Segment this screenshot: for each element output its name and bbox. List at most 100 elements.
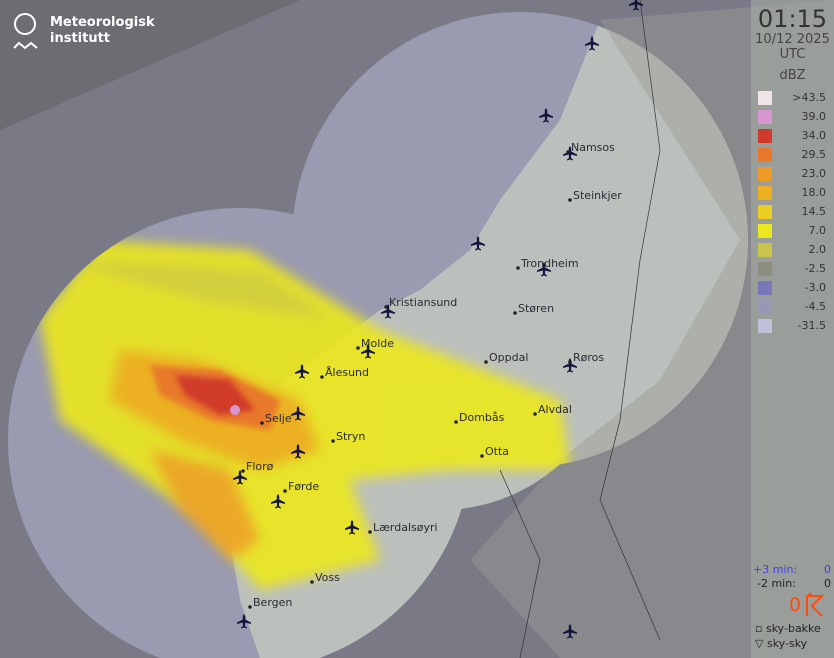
time: 01:15 — [757, 5, 828, 33]
city-label: Selje — [265, 412, 292, 425]
legend-label: -31.5 — [797, 319, 826, 332]
lightning-count: 0 — [789, 594, 802, 616]
sky-sky-label: sky-sky — [766, 637, 808, 650]
city-label: Otta — [485, 445, 509, 458]
land-outside — [470, 0, 834, 658]
legend-swatch — [758, 109, 772, 124]
city-marker — [320, 375, 324, 379]
legend-swatch — [758, 242, 772, 257]
city-marker — [356, 346, 360, 350]
plus-label: +3 min: — [753, 563, 798, 576]
legend-swatch — [758, 204, 772, 219]
date: 10/12 2025 — [755, 32, 830, 47]
legend-row: -3.0 — [751, 278, 834, 297]
city-label: Støren — [518, 302, 554, 315]
legend-row: 7.0 — [751, 221, 834, 240]
city-marker — [260, 421, 264, 425]
city-label: Alvdal — [538, 403, 572, 416]
legend-label: -2.5 — [804, 262, 826, 275]
timezone: UTC — [779, 47, 806, 62]
city-label: Namsos — [571, 141, 615, 154]
legend-swatch — [758, 166, 772, 181]
lightning-icon — [806, 593, 825, 617]
legend-label: 2.0 — [808, 243, 827, 256]
unit-label: dBZ — [779, 68, 806, 83]
legend-label: >43.5 — [792, 91, 826, 104]
legend-row: 2.0 — [751, 240, 834, 259]
city-label: Dombås — [459, 411, 505, 424]
city-label: Oppdal — [489, 351, 528, 364]
legend-row: 29.5 — [751, 145, 834, 164]
legend-swatch — [758, 185, 772, 200]
minus-2-min: -2 min: 0 — [751, 577, 831, 590]
precipitation-echoes — [40, 240, 570, 590]
square-icon: ▫ — [755, 622, 763, 635]
legend-label: -4.5 — [804, 300, 826, 313]
city-label: Ålesund — [325, 366, 369, 379]
legend-row: 23.0 — [751, 164, 834, 183]
dbz-legend: >43.5 39.0 34.0 29.5 23.0 18.0 14.5 7.0 2.0 -2.5 -… — [751, 88, 834, 335]
sky-sky-legend: ▽ sky-sky — [755, 637, 807, 650]
legend-label: 29.5 — [801, 148, 827, 161]
plus-value: 0 — [824, 563, 831, 576]
logo-text: Meteorologisk institutt — [50, 15, 155, 46]
legend-label: 34.0 — [801, 129, 827, 142]
city-marker — [513, 311, 517, 315]
city-marker — [331, 439, 335, 443]
legend-label: 39.0 — [801, 110, 827, 123]
legend-swatch — [758, 128, 772, 143]
city-label: Trondheim — [520, 257, 579, 270]
city-marker — [310, 580, 314, 584]
legend-swatch — [758, 280, 772, 295]
legend-swatch — [758, 261, 772, 276]
city-label: Kristiansund — [389, 296, 457, 309]
legend-row: -2.5 — [751, 259, 834, 278]
city-label: Stryn — [336, 430, 365, 443]
city-marker — [568, 198, 572, 202]
city-marker — [484, 360, 488, 364]
city-marker — [368, 530, 372, 534]
city-marker — [480, 454, 484, 458]
city-label: Bergen — [253, 596, 292, 609]
legend-label: 18.0 — [801, 186, 827, 199]
sky-bakke-legend: ▫ sky-bakke — [755, 622, 821, 635]
legend-swatch — [758, 299, 772, 314]
legend-swatch — [758, 223, 772, 238]
legend-label: 23.0 — [801, 167, 827, 180]
plus-3-min: +3 min: 0 — [751, 563, 831, 576]
city-label: Førde — [288, 480, 319, 493]
triangle-down-icon: ▽ — [755, 637, 764, 650]
city-marker — [566, 150, 570, 154]
legend-row: >43.5 — [751, 88, 834, 107]
city-label: Molde — [361, 337, 394, 350]
legend-label: 7.0 — [808, 224, 827, 237]
minus-label: -2 min: — [757, 577, 796, 590]
city-marker — [454, 420, 458, 424]
city-marker — [516, 266, 520, 270]
met-logo: Meteorologisk institutt — [12, 12, 155, 56]
legend-swatch — [758, 147, 772, 162]
city-marker — [283, 489, 287, 493]
city-marker — [241, 469, 245, 473]
city-label: Steinkjer — [573, 189, 622, 202]
legend-swatch — [758, 318, 772, 333]
city-marker — [533, 412, 537, 416]
city-marker — [248, 605, 252, 609]
minus-value: 0 — [824, 577, 831, 590]
legend-row: 39.0 — [751, 107, 834, 126]
legend-row: 34.0 — [751, 126, 834, 145]
sky-bakke-label: sky-bakke — [765, 622, 821, 635]
legend-row: -31.5 — [751, 316, 834, 335]
city-marker — [568, 360, 572, 364]
city-labels: Namsos Steinkjer Trondheim Kristiansund Stør… — [241, 141, 622, 609]
city-label: Røros — [573, 351, 604, 364]
legend-row: 18.0 — [751, 183, 834, 202]
legend-row: -4.5 — [751, 297, 834, 316]
legend-row: 14.5 — [751, 202, 834, 221]
legend-label: 14.5 — [801, 205, 827, 218]
city-label: Lærdalsøyri — [373, 521, 438, 534]
city-label: Voss — [315, 571, 340, 584]
met-logo-icon — [13, 13, 38, 50]
legend-swatch — [758, 90, 772, 105]
